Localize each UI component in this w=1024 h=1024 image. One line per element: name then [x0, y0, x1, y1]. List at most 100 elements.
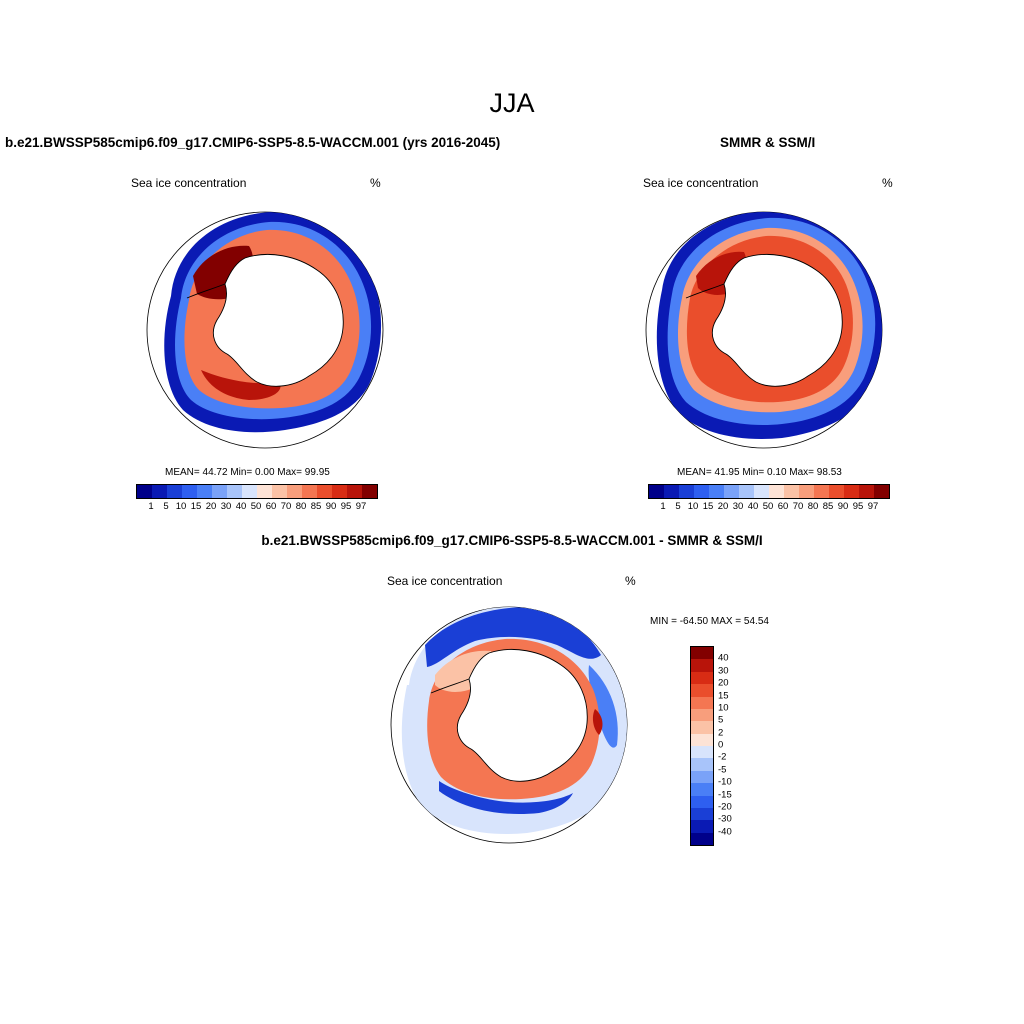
colorbar-tick-label: 40 — [747, 501, 759, 512]
colorbar-swatch — [691, 820, 713, 833]
colorbar-swatch — [167, 485, 182, 498]
panel-2-map — [645, 211, 883, 449]
colorbar-tick-label: 30 — [220, 501, 232, 512]
colorbar-tick-label: 50 — [250, 501, 262, 512]
colorbar-swatch — [272, 485, 287, 498]
colorbar-tick-label: 0 — [718, 739, 724, 751]
colorbar-swatch — [691, 783, 713, 796]
colorbar-swatch — [691, 770, 713, 784]
colorbar-tick-label: 97 — [355, 501, 367, 512]
figure-title: JJA — [489, 88, 535, 118]
colorbar-swatch — [874, 485, 889, 498]
colorbar-swatch — [212, 485, 227, 498]
panel-1-variable-label: Sea ice concentration — [131, 176, 247, 190]
colorbar-tick-label: 85 — [822, 501, 834, 512]
colorbar-swatch — [814, 485, 829, 498]
colorbar-tick-label: 80 — [807, 501, 819, 512]
colorbar-tick-label: 95 — [340, 501, 352, 512]
antarctica-land — [213, 253, 344, 387]
colorbar-tick-label: -2 — [718, 751, 727, 763]
colorbar-tick-label: 20 — [717, 501, 729, 512]
colorbar-swatch — [362, 485, 377, 498]
panel-1-colorbar-ticks: 1 5 10 15 20 30 40 50 60 70 80 85 90 95 97 — [136, 501, 376, 513]
colorbar-swatch — [691, 733, 713, 746]
colorbar-tick-label: -10 — [718, 776, 732, 788]
colorbar-swatch — [242, 485, 257, 498]
colorbar-swatch — [691, 746, 713, 759]
colorbar-tick-label: 40 — [235, 501, 247, 512]
colorbar-tick-label: 10 — [175, 501, 187, 512]
ice-band-core-2 — [201, 370, 281, 400]
colorbar-tick-label: 40 — [718, 652, 729, 664]
colorbar-tick-label: 10 — [687, 501, 699, 512]
panel-2-title: SMMR & SSM/I — [720, 135, 816, 150]
colorbar-tick-label: 50 — [762, 501, 774, 512]
colorbar-tick-label: 30 — [732, 501, 744, 512]
colorbar-tick-label: -15 — [718, 789, 732, 800]
colorbar-swatch — [709, 485, 724, 498]
antarctica-land — [457, 648, 588, 782]
colorbar-swatch — [347, 485, 362, 498]
colorbar-tick-label: 70 — [792, 501, 804, 512]
colorbar-tick-label: 15 — [190, 501, 202, 512]
colorbar-swatch — [691, 696, 713, 709]
colorbar-swatch — [664, 485, 679, 498]
colorbar-swatch — [694, 485, 709, 498]
panel-1-statistics: MEAN= 44.72 Min= 0.00 Max= 99.95 — [165, 467, 330, 478]
colorbar-tick-label: 15 — [718, 690, 729, 701]
panel-1-units-label: % — [370, 176, 381, 190]
colorbar-tick-label: 90 — [325, 501, 337, 512]
colorbar-swatch — [227, 485, 242, 498]
diff-negative-south — [439, 781, 573, 815]
colorbar-swatch — [691, 832, 713, 845]
colorbar-swatch — [317, 485, 332, 498]
colorbar-swatch — [799, 485, 814, 498]
colorbar-swatch — [197, 485, 212, 498]
colorbar-tick-label: 5 — [718, 714, 724, 726]
panel-3-colorbar-ticks: 40 30 20 15 10 5 2 0 -2 -5 -10 -15 -20 -30 -40 — [718, 646, 748, 844]
panel-1-colorbar — [136, 484, 378, 499]
colorbar-swatch — [739, 485, 754, 498]
colorbar-tick-label: 1 — [660, 501, 666, 512]
colorbar-swatch — [137, 485, 152, 498]
colorbar-swatch — [724, 485, 739, 498]
colorbar-tick-label: 60 — [265, 501, 277, 512]
colorbar-tick-label: 5 — [675, 501, 681, 512]
colorbar-swatch — [302, 485, 317, 498]
colorbar-swatch — [691, 647, 713, 660]
colorbar-swatch — [182, 485, 197, 498]
colorbar-tick-label: 97 — [867, 501, 879, 512]
colorbar-tick-label: 5 — [163, 501, 169, 512]
colorbar-swatch — [332, 485, 347, 498]
colorbar-swatch — [754, 485, 769, 498]
colorbar-swatch — [844, 485, 859, 498]
colorbar-swatch — [769, 485, 784, 498]
colorbar-swatch — [691, 807, 713, 821]
colorbar-tick-label: 10 — [718, 702, 729, 714]
panel-2-colorbar — [648, 484, 890, 499]
colorbar-swatch — [691, 671, 713, 685]
panel-2-colorbar-ticks: 1 5 10 15 20 30 40 50 60 70 80 85 90 95 97 — [648, 501, 888, 513]
panel-2-statistics: MEAN= 41.95 Min= 0.10 Max= 98.53 — [677, 467, 842, 478]
panel-1-title: b.e21.BWSSP585cmip6.f09_g17.CMIP6-SSP5-8… — [5, 135, 501, 150]
diff-negative-east — [588, 665, 618, 748]
panel-3-map — [390, 606, 628, 844]
antarctic-peninsula — [685, 283, 725, 299]
colorbar-tick-label: 20 — [718, 677, 729, 689]
diff-core-east — [592, 709, 603, 735]
colorbar-tick-label: -5 — [718, 764, 727, 776]
colorbar-tick-label: 20 — [205, 501, 217, 512]
panel-3-units-label: % — [625, 574, 636, 588]
panel-3-statistics: MIN = -64.50 MAX = 54.54 — [650, 616, 769, 627]
colorbar-swatch — [152, 485, 167, 498]
panel-2-units-label: % — [882, 176, 893, 190]
colorbar-swatch — [287, 485, 302, 498]
colorbar-tick-label: 95 — [852, 501, 864, 512]
colorbar-tick-label: 70 — [280, 501, 292, 512]
colorbar-tick-label: -40 — [718, 826, 732, 838]
colorbar-tick-label: 15 — [702, 501, 714, 512]
panel-1-map — [146, 211, 384, 449]
colorbar-tick-label: -20 — [718, 801, 732, 813]
colorbar-swatch — [691, 795, 713, 808]
colorbar-swatch — [649, 485, 664, 498]
